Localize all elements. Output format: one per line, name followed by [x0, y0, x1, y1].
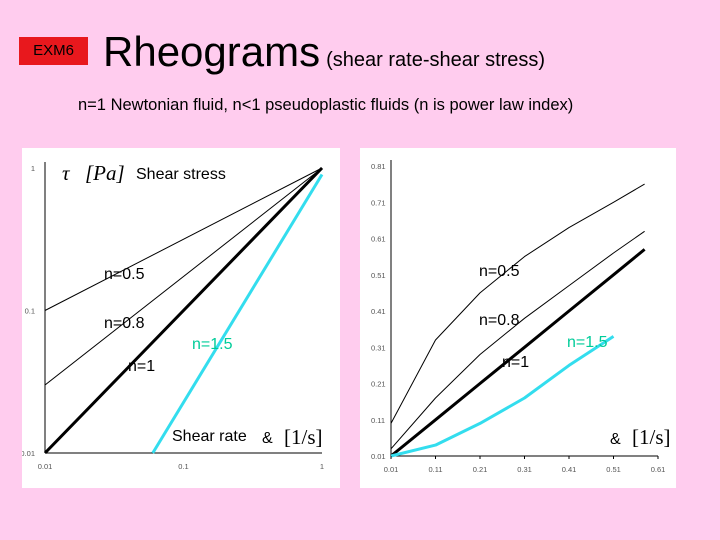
y-tick-label: 0.1	[25, 307, 35, 316]
series-line-n-1	[390, 248, 646, 458]
series-label-n15: n=1.5	[192, 336, 233, 353]
y-tick-label: 0.01	[22, 449, 35, 458]
linear-chart: 0.81 0.71 0.61 0.51 0.41 0.31 0.21 0.11 0.01 0.01…	[360, 148, 676, 488]
y-tick-label: 0.81	[371, 162, 386, 171]
xlabel-unit: [1/s]	[632, 425, 671, 449]
xlabel-symbol: &	[610, 431, 621, 448]
y-tick-label: 0.71	[371, 198, 386, 207]
xlabel-symbol: &	[262, 430, 273, 447]
xlabel-unit: [1/s]	[284, 425, 323, 449]
xlabel-text: Shear rate	[172, 428, 247, 445]
series-label-n08: n=0.8	[479, 312, 520, 329]
series-line-n-0-5	[390, 183, 645, 424]
page-subtitle: n=1 Newtonian fluid, n<1 pseudoplastic f…	[78, 96, 574, 114]
series-label-n1: n=1	[502, 354, 529, 371]
series-label-n1: n=1	[128, 358, 155, 375]
chart-background	[360, 148, 676, 488]
x-tick-label: 0.61	[651, 465, 666, 474]
series-line-n-0-5	[44, 167, 323, 311]
page-title: Rheograms (shear rate-shear stress)	[103, 28, 545, 76]
title-paren: (shear rate-shear stress)	[326, 49, 546, 71]
series-line-n-1-5	[151, 173, 324, 454]
ylabel-text: Shear stress	[136, 166, 226, 183]
series-label-n05: n=0.5	[104, 266, 145, 283]
x-tick-label: 0.41	[562, 465, 577, 474]
x-tick-label: 0.31	[517, 465, 532, 474]
ylabel-symbol: τ	[62, 161, 71, 185]
y-tick-label: 0.21	[371, 380, 386, 389]
series-line-n-1	[43, 166, 324, 455]
series-line-n-1-5	[390, 335, 615, 458]
x-tick-label: 0.21	[473, 465, 488, 474]
series-label-n05: n=0.5	[479, 263, 520, 280]
x-tick-label: 0.01	[384, 465, 399, 474]
log-log-chart: 1 0.1 0.010.01 0.1 1 τ [Pa] Shear stress She…	[22, 148, 340, 488]
series-line-n-0-8	[390, 230, 645, 450]
x-tick-label: 0.11	[428, 465, 442, 474]
y-tick-label: 0.11	[371, 416, 385, 425]
x-tick-label: 0.1	[178, 462, 188, 471]
y-tick-label: 0.31	[371, 343, 386, 352]
series-line-n-0-8	[44, 167, 323, 386]
y-tick-label: 0.41	[371, 307, 386, 316]
y-tick-label: 1	[31, 164, 35, 173]
x-tick-label: 0.01	[38, 462, 53, 471]
ylabel-unit: [Pa]	[85, 161, 125, 185]
exercise-badge: EXM6	[19, 37, 88, 65]
y-tick-label: 0.51	[371, 271, 386, 280]
title-main: Rheograms	[103, 28, 321, 75]
x-tick-label: 1	[320, 462, 324, 471]
x-tick-label: 0.51	[606, 465, 621, 474]
y-tick-label: 0.61	[371, 235, 386, 244]
y-tick-label: 0.01	[371, 452, 386, 461]
series-label-n15: n=1.5	[567, 334, 608, 351]
series-label-n08: n=0.8	[104, 315, 145, 332]
